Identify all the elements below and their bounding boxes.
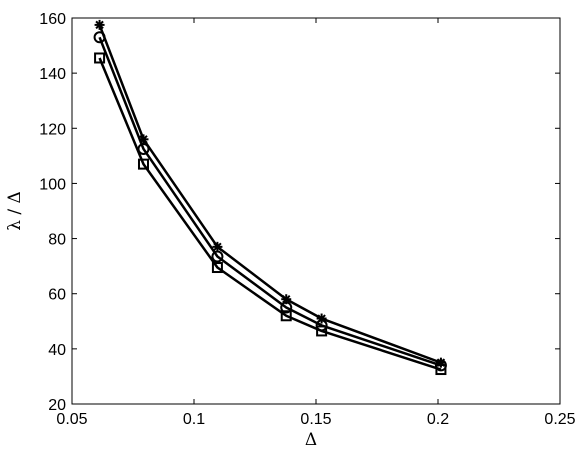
plot-area: [93, 19, 447, 376]
ticks: 0.05 0.1 0.15 0.2 0.25 20 40 60 80 100 120 140 160: [39, 11, 575, 428]
series-circle: [93, 31, 447, 372]
x-tick-label: 0.05: [56, 411, 87, 428]
y-tick-label: 40: [48, 342, 66, 359]
y-tick-label: 60: [48, 287, 66, 304]
data-point-circle: [211, 250, 224, 263]
series-line: [98, 57, 442, 371]
data-point-square: [316, 325, 328, 337]
x-tick-label: 0.15: [300, 411, 331, 428]
y-tick-label: 80: [48, 232, 66, 249]
series-asterisk: [94, 19, 446, 368]
data-point-square: [435, 364, 447, 376]
x-tick-label: 0.1: [183, 411, 205, 428]
data-point-circle: [93, 31, 106, 44]
data-point-square: [211, 262, 223, 274]
data-point-asterisk: [94, 19, 105, 30]
axes-frame: [71, 17, 561, 405]
axes: [71, 17, 561, 405]
data-point-square: [280, 310, 292, 322]
data-point-square: [94, 52, 106, 64]
y-axis-label: λ / Δ: [5, 191, 25, 231]
series-line: [98, 36, 442, 367]
y-tick-label: 20: [48, 397, 66, 414]
series-square: [94, 52, 447, 376]
x-tick-label: 0.2: [427, 411, 449, 428]
data-point-square: [137, 158, 149, 170]
data-point-circle: [280, 301, 293, 314]
data-point-asterisk: [212, 241, 223, 252]
y-tick-label: 140: [39, 66, 66, 83]
series-line: [98, 24, 442, 364]
y-tick-label: 100: [39, 176, 66, 193]
x-axis-label: Δ: [305, 430, 317, 450]
x-tick-label: 0.25: [544, 411, 575, 428]
y-tick-label: 120: [39, 121, 66, 138]
y-tick-label: 160: [39, 11, 66, 28]
